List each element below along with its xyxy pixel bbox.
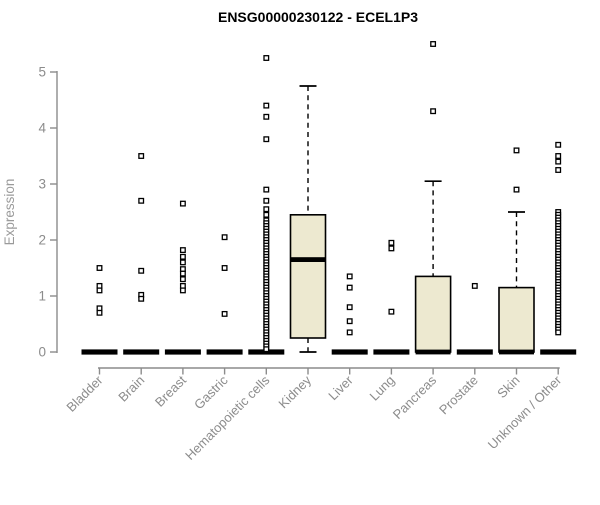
boxplot-gastric xyxy=(206,234,243,355)
median-line xyxy=(290,257,326,262)
zero-median-bar xyxy=(540,349,577,355)
boxplot-unknown-other xyxy=(540,141,577,355)
box xyxy=(498,286,535,353)
outlier-point xyxy=(471,282,478,289)
y-tick-label: 2 xyxy=(38,233,46,248)
x-tick-label: Gastric xyxy=(191,372,231,412)
outlier-point xyxy=(263,113,270,120)
outlier-point xyxy=(179,253,186,260)
boxplot-liver xyxy=(331,273,368,355)
outlier-point xyxy=(346,273,353,280)
boxplot-prostate xyxy=(456,282,493,355)
outlier-point xyxy=(138,153,145,159)
x-tick-label: Brain xyxy=(115,373,147,405)
outlier-point xyxy=(263,211,270,218)
boxplot-bladder xyxy=(81,265,118,355)
outlier-point xyxy=(263,136,270,143)
x-tick-label: Bladder xyxy=(63,372,106,415)
outlier-point xyxy=(96,287,103,294)
median-line xyxy=(415,349,451,355)
outlier-point xyxy=(388,308,395,315)
zero-median-bar xyxy=(123,349,160,355)
y-tick-label: 3 xyxy=(38,177,46,192)
x-tick-label: Skin xyxy=(494,373,522,401)
outlier-point xyxy=(555,153,562,159)
x-tick-label: Kidney xyxy=(275,372,314,411)
boxplot-kidney xyxy=(289,85,327,353)
outlier-point xyxy=(263,102,270,109)
boxplot-hematopoietic-cells xyxy=(248,55,285,355)
outlier-point xyxy=(263,197,270,204)
y-axis-label: Expression xyxy=(2,179,17,246)
outlier-point xyxy=(179,276,186,283)
zero-median-bar xyxy=(456,349,493,355)
x-tick-label: Liver xyxy=(325,372,356,403)
boxplot-breast xyxy=(164,200,201,355)
outlier-point xyxy=(346,318,353,325)
outlier-point xyxy=(263,346,270,353)
median-line xyxy=(499,349,534,355)
box xyxy=(289,214,327,339)
boxplot-skin xyxy=(498,147,535,355)
outlier-point xyxy=(513,147,520,154)
chart-title: ENSG00000230122 - ECEL1P3 xyxy=(218,9,418,25)
box xyxy=(414,275,452,353)
outlier-point xyxy=(96,265,103,271)
outlier-point xyxy=(179,247,186,254)
boxplot-lung xyxy=(373,239,410,355)
x-tick-label: Pancreas xyxy=(390,372,440,422)
x-tick-label: Unknown / Other xyxy=(485,372,565,452)
outlier-point xyxy=(430,108,437,115)
outlier-point xyxy=(179,200,186,207)
outlier-point xyxy=(263,186,270,193)
y-tick-label: 0 xyxy=(38,345,46,360)
x-tick-label: Lung xyxy=(366,373,397,404)
boxplot-pancreas xyxy=(414,41,452,355)
outlier-point xyxy=(96,309,103,316)
zero-median-bar xyxy=(331,349,368,355)
y-tick-label: 4 xyxy=(38,121,46,136)
outlier-point xyxy=(555,141,562,148)
outlier-point xyxy=(263,55,270,61)
zero-median-bar xyxy=(206,349,243,355)
boxplot-brain xyxy=(123,153,160,355)
y-tick-label: 5 xyxy=(38,65,46,80)
outlier-point xyxy=(179,287,186,294)
outlier-point xyxy=(138,197,145,204)
outlier-point xyxy=(555,167,562,173)
x-tick-label: Breast xyxy=(152,372,189,409)
outlier-point xyxy=(179,270,186,277)
outlier-point xyxy=(555,329,562,336)
outlier-point xyxy=(221,310,228,317)
outlier-point xyxy=(555,158,562,165)
outlier-point xyxy=(388,239,395,246)
zero-median-bar xyxy=(164,349,201,355)
outlier-point xyxy=(346,304,353,311)
outlier-point xyxy=(513,186,520,193)
outlier-point xyxy=(388,245,395,252)
outlier-point xyxy=(430,41,437,47)
outlier-point xyxy=(346,284,353,291)
zero-median-bar xyxy=(81,349,118,355)
zero-median-bar xyxy=(373,349,410,355)
outlier-point xyxy=(179,259,186,266)
x-tick-label: Prostate xyxy=(436,373,481,418)
outlier-point xyxy=(138,267,145,274)
outlier-point xyxy=(221,234,228,241)
outlier-point xyxy=(138,295,145,302)
outlier-point xyxy=(263,206,270,213)
outlier-point xyxy=(221,265,228,271)
y-axis: 0 1 2 3 4 5 xyxy=(38,65,58,360)
y-tick-label: 1 xyxy=(38,289,46,304)
outlier-point xyxy=(346,329,353,336)
